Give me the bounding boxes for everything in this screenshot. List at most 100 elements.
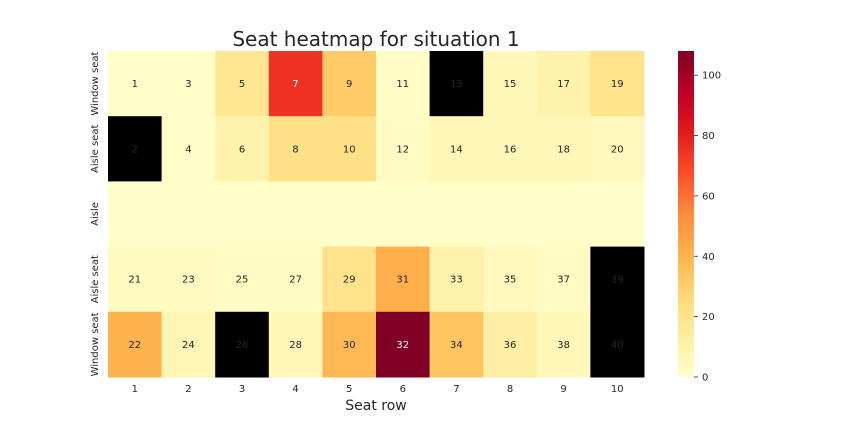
cell-label: 5 xyxy=(239,79,245,90)
heatmap-cell xyxy=(108,116,163,182)
heatmap-cell xyxy=(322,246,377,313)
heatmap-cell xyxy=(483,116,538,182)
heatmap-cell xyxy=(268,51,323,117)
cell-label: 10 xyxy=(343,144,356,155)
chart-title: Seat heatmap for situation 1 xyxy=(232,27,519,51)
heatmap-cell xyxy=(483,51,538,117)
colorbar-tick-label: 60 xyxy=(702,191,715,202)
cell-label: 27 xyxy=(289,275,302,286)
cell-label: 14 xyxy=(450,144,463,155)
cell-label: 29 xyxy=(343,275,356,286)
heatmap-cell xyxy=(108,181,163,248)
y-tick-label: Aisle xyxy=(90,202,101,226)
cell-label: 20 xyxy=(611,144,624,155)
x-tick-label: 1 xyxy=(132,384,138,395)
heatmap-cell xyxy=(108,51,163,117)
heatmap-cell xyxy=(376,246,431,313)
cell-label: 32 xyxy=(396,340,409,351)
colorbar-tick-label: 40 xyxy=(702,252,715,263)
heatmap-cell xyxy=(161,116,216,182)
x-tick-label: 3 xyxy=(239,384,245,395)
cell-label: 28 xyxy=(289,340,302,351)
colorbar-tick-label: 0 xyxy=(702,373,708,384)
cell-label: 39 xyxy=(611,275,624,286)
heatmap-cell xyxy=(215,116,270,182)
heatmap-cell xyxy=(322,51,377,117)
heatmap-cell xyxy=(215,181,270,248)
cell-label: 24 xyxy=(182,340,195,351)
heatmap-cell xyxy=(322,181,377,248)
colorbar-tick-label: 20 xyxy=(702,312,715,323)
heatmap-cell xyxy=(483,246,538,313)
cell-label: 25 xyxy=(236,275,249,286)
heatmap-cell xyxy=(215,246,270,313)
heatmap-cell xyxy=(161,311,216,378)
cell-label: 11 xyxy=(396,79,409,90)
heatmap-cell xyxy=(215,311,270,378)
cell-label: 17 xyxy=(557,79,570,90)
x-tick-label: 9 xyxy=(560,384,566,395)
heatmap-cell xyxy=(215,51,270,117)
heatmap-cell xyxy=(536,51,591,117)
cell-label: 9 xyxy=(346,79,352,90)
heatmap-cell xyxy=(590,116,645,182)
cell-label: 8 xyxy=(292,144,298,155)
x-axis-ticks: 1 2 3 4 5 6 7 8 9 10 xyxy=(132,384,624,395)
heatmap-cell xyxy=(536,311,591,378)
heatmap-cell xyxy=(268,181,323,248)
heatmap-cell xyxy=(376,116,431,182)
cell-label: 13 xyxy=(450,79,463,90)
cell-label: 23 xyxy=(182,275,195,286)
x-tick-label: 6 xyxy=(400,384,406,395)
heatmap-cell xyxy=(429,246,484,313)
cell-label: 22 xyxy=(128,340,141,351)
cell-label: 18 xyxy=(557,144,570,155)
heatmap-cell xyxy=(429,181,484,248)
colorbar-tick-label: 80 xyxy=(702,131,715,142)
heatmap-cell xyxy=(376,311,431,378)
heatmap-cell xyxy=(590,311,645,378)
x-tick-label: 4 xyxy=(292,384,298,395)
heatmap-cell xyxy=(429,51,484,117)
heatmap-cell xyxy=(268,246,323,313)
heatmap-cell xyxy=(268,311,323,378)
cell-label: 2 xyxy=(132,144,138,155)
heatmap-cell xyxy=(108,311,163,378)
y-tick-label: Window seat xyxy=(90,52,101,116)
x-tick-label: 2 xyxy=(185,384,191,395)
cell-label: 38 xyxy=(557,340,570,351)
heatmap-cell xyxy=(322,311,377,378)
colorbar-tick-label: 100 xyxy=(702,71,721,82)
heatmap-cell xyxy=(536,116,591,182)
cell-label: 16 xyxy=(504,144,517,155)
cell-label: 33 xyxy=(450,275,463,286)
cell-label: 7 xyxy=(292,79,298,90)
y-tick-label: Window seat xyxy=(90,312,101,376)
heatmap-cell xyxy=(161,181,216,248)
cell-label: 40 xyxy=(611,340,624,351)
cell-label: 6 xyxy=(239,144,245,155)
y-tick-label: Aisle seat xyxy=(90,255,101,303)
x-tick-label: 8 xyxy=(507,384,513,395)
y-axis-ticks: Window seat Aisle seat Aisle Aisle seat Wind… xyxy=(90,52,101,377)
x-tick-label: 5 xyxy=(346,384,352,395)
heatmap-cell xyxy=(161,246,216,313)
cell-label: 3 xyxy=(185,79,191,90)
heatmap-cell xyxy=(483,181,538,248)
cell-label: 21 xyxy=(128,275,141,286)
heatmap-cell xyxy=(376,181,431,248)
x-axis-label: Seat row xyxy=(345,398,406,414)
cell-label: 31 xyxy=(396,275,409,286)
cell-label: 36 xyxy=(504,340,517,351)
cell-label: 37 xyxy=(557,275,570,286)
x-tick-label: 7 xyxy=(453,384,459,395)
colorbar xyxy=(678,51,694,377)
heatmap-cell xyxy=(429,311,484,378)
heatmap-cell xyxy=(376,51,431,117)
heatmap-cell xyxy=(108,246,163,313)
heatmap-cell xyxy=(590,181,645,248)
heatmap-cell xyxy=(429,116,484,182)
heatmap-cell xyxy=(161,51,216,117)
